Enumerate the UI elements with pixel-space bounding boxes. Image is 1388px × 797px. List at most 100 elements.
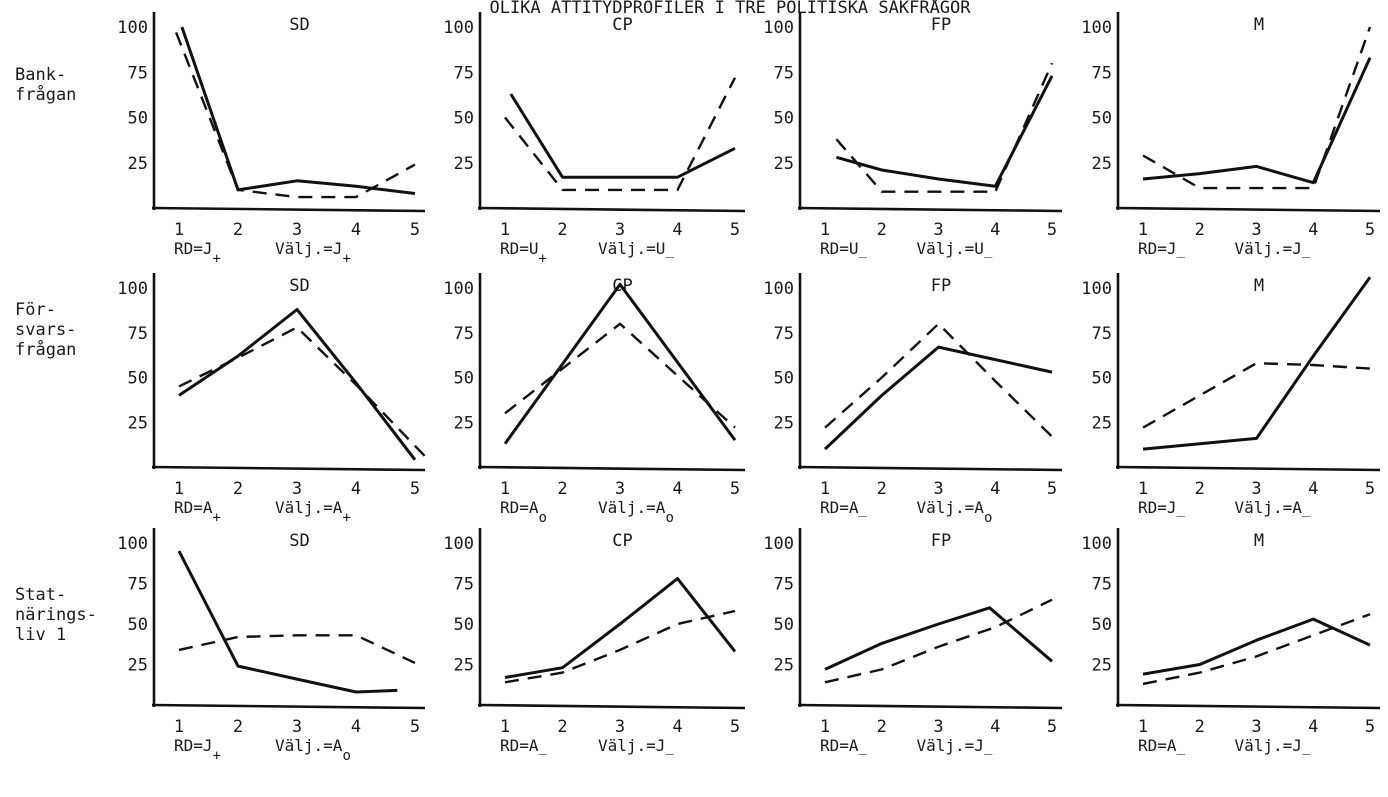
- x-tick-label: 2: [877, 717, 887, 737]
- y-tick-label: 25: [774, 413, 794, 433]
- rd-label: RD=J+: [174, 239, 221, 267]
- y-tick-label: 25: [1092, 413, 1112, 433]
- x-axis: [797, 703, 1063, 710]
- x-tick-label: 4: [351, 479, 361, 499]
- valj-label: Välj.=J_: [598, 736, 674, 755]
- y-tick-label: 75: [454, 575, 474, 595]
- rd-label: RD=J+: [174, 736, 221, 764]
- x-axis: [477, 206, 746, 213]
- rd-label: RD=A_: [500, 736, 548, 755]
- chart-panel: CP 25 50 75 100 1 2 3 4 5 RD=A_ Välj.=J_: [443, 528, 746, 755]
- x-tick-label: 1: [500, 479, 510, 499]
- series-line-dashed: [835, 62, 1054, 193]
- x-tick-label: 2: [877, 220, 887, 240]
- row-label: För-svars-frågan: [15, 300, 76, 360]
- y-tick-label: 50: [454, 109, 474, 129]
- series-line-solid: [835, 75, 1054, 188]
- row-label-line: För-: [15, 300, 56, 320]
- y-tick-label: 75: [128, 575, 148, 595]
- y-tick-label: 75: [774, 575, 794, 595]
- panel-title: SD: [289, 15, 309, 35]
- series-line-solid: [178, 308, 417, 461]
- y-tick-label: 50: [774, 369, 794, 389]
- series-line-solid: [509, 93, 736, 179]
- row-label: Bank-frågan: [15, 65, 76, 105]
- chart-panel: FP 25 50 75 100 1 2 3 4 5 RD=U_ Välj.=U_: [763, 12, 1063, 258]
- y-tick-label: 25: [1092, 154, 1112, 174]
- series-line-solid: [1142, 276, 1372, 451]
- x-tick-label: 5: [1365, 479, 1375, 499]
- x-axis: [151, 465, 426, 472]
- x-tick-label: 5: [1047, 717, 1057, 737]
- y-tick-label: 25: [454, 656, 474, 676]
- series-line-dashed: [504, 322, 736, 429]
- x-tick-label: 4: [351, 220, 361, 240]
- x-tick-label: 2: [1195, 479, 1205, 499]
- y-tick-label: 100: [117, 534, 148, 554]
- series-line-solid: [1142, 57, 1372, 185]
- y-tick-label: 100: [1081, 534, 1112, 554]
- chart-panel: FP 25 50 75 100 1 2 3 4 5 RD=A_ Välj.=Ao: [763, 273, 1063, 526]
- chart-panel: FP 25 50 75 100 1 2 3 4 5 RD=A_ Välj.=J_: [763, 528, 1063, 755]
- figure-header: OLIKA ATTITYDPROFILER I TRE POLITISKA SA…: [489, 0, 971, 18]
- y-tick-label: 75: [1092, 324, 1112, 344]
- series-line-solid: [503, 282, 737, 445]
- x-tick-label: 2: [233, 717, 243, 737]
- x-tick-label: 3: [933, 220, 943, 240]
- y-tick-label: 50: [128, 615, 148, 635]
- series-line-solid: [824, 606, 1053, 671]
- series-line-solid: [1142, 617, 1371, 676]
- y-tick-label: 100: [1081, 279, 1112, 299]
- y-tick-label: 75: [1092, 575, 1112, 595]
- row-labels: Bank-fråganFör-svars-fråganStat-närings-…: [15, 65, 97, 645]
- x-tick-label: 1: [820, 220, 830, 240]
- x-axis: [151, 206, 426, 213]
- panel-title: CP: [612, 15, 632, 35]
- y-tick-label: 50: [128, 109, 148, 129]
- x-tick-label: 3: [1251, 220, 1261, 240]
- y-tick-label: 100: [763, 534, 794, 554]
- x-axis: [797, 465, 1063, 472]
- y-tick-label: 50: [1092, 109, 1112, 129]
- x-tick-label: 4: [990, 220, 1000, 240]
- x-tick-label: 3: [615, 220, 625, 240]
- x-axis: [797, 206, 1063, 213]
- valj-label: Välj.=J+: [275, 239, 351, 267]
- y-tick-label: 75: [128, 324, 148, 344]
- row-label-line: Bank-: [15, 65, 66, 85]
- valj-label: Välj.=A_: [1235, 498, 1311, 517]
- x-tick-label: 2: [557, 220, 567, 240]
- y-tick-label: 50: [454, 615, 474, 635]
- y-tick-label: 50: [1092, 369, 1112, 389]
- x-tick-label: 5: [1365, 220, 1375, 240]
- x-tick-label: 2: [877, 479, 887, 499]
- x-tick-label: 1: [1138, 717, 1148, 737]
- series-line-solid: [177, 550, 398, 694]
- x-tick-label: 1: [820, 717, 830, 737]
- valj-label: Välj.=Ao: [917, 498, 993, 526]
- row-label-line: Stat-: [15, 585, 66, 605]
- chart-panel: M 25 50 75 100 1 2 3 4 5 RD=J_ Välj.=A_: [1081, 273, 1381, 517]
- valj-label: Välj.=U_: [598, 239, 674, 258]
- series-line-solid: [180, 26, 416, 195]
- y-tick-label: 100: [1081, 18, 1112, 38]
- rd-label: RD=U_: [820, 239, 868, 258]
- x-tick-label: 1: [174, 479, 184, 499]
- chart-panel: CP 25 50 75 100 1 2 3 4 5 RD=U+ Välj.=U_: [443, 12, 746, 267]
- x-tick-label: 3: [292, 479, 302, 499]
- x-tick-label: 2: [557, 479, 567, 499]
- x-tick-label: 3: [933, 479, 943, 499]
- x-tick-label: 1: [500, 220, 510, 240]
- series-line-dashed: [504, 609, 736, 684]
- x-tick-label: 4: [1308, 220, 1318, 240]
- x-axis: [1115, 206, 1381, 213]
- panel-title: FP: [931, 531, 951, 551]
- rd-label: RD=A_: [820, 498, 868, 517]
- chart-panel: SD 25 50 75 100 1 2 3 4 5 RD=J+ Välj.=Ao: [117, 528, 426, 764]
- x-tick-label: 4: [990, 717, 1000, 737]
- x-tick-label: 4: [990, 479, 1000, 499]
- rd-label: RD=Ao: [500, 498, 547, 526]
- y-tick-label: 50: [774, 615, 794, 635]
- rd-label: RD=A_: [1138, 736, 1186, 755]
